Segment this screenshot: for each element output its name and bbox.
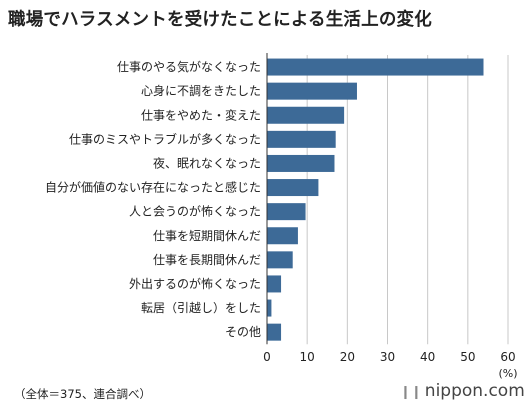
- source-note: （全体＝375、連合調べ）: [14, 387, 151, 401]
- category-label: 自分が価値のない存在になったと感じた: [45, 180, 261, 195]
- x-tick-label: 30: [380, 350, 395, 364]
- logo-mark-icon: ❙❙: [400, 385, 422, 400]
- bar: [267, 203, 306, 221]
- category-label: 仕事をやめた・変えた: [141, 107, 261, 122]
- bar: [267, 179, 319, 197]
- x-tick-labels: 0 10 20 30 40 50 60: [263, 350, 515, 364]
- category-label: その他: [225, 325, 261, 339]
- category-labels: 仕事のやる気がなくなった心身に不調をきたした仕事をやめた・変えた仕事のミスやトラ…: [45, 59, 261, 339]
- bars: [267, 58, 484, 341]
- bar: [267, 130, 336, 148]
- chart-title: 職場でハラスメントを受けたことによる生活上の変化: [8, 10, 432, 30]
- bar: [267, 299, 272, 317]
- logo-text: nippon.com: [424, 381, 525, 401]
- category-label: 夜、眠れなくなった: [153, 155, 261, 170]
- category-label: 外出するのが怖くなった: [129, 276, 261, 291]
- category-label: 転居（引越し）をした: [141, 301, 261, 315]
- bar: [267, 323, 282, 341]
- bar-chart: 仕事のやる気がなくなった心身に不調をきたした仕事をやめた・変えた仕事のミスやトラ…: [45, 53, 518, 380]
- x-tick-label: 50: [460, 350, 475, 364]
- category-label: 仕事を長期間休んだ: [153, 253, 261, 267]
- grid-lines: [306, 55, 509, 345]
- unit-label: (%): [498, 367, 517, 380]
- x-tick-label: 0: [263, 350, 271, 364]
- nippon-logo: ❙❙ nippon.com: [400, 381, 525, 401]
- bar: [267, 82, 357, 100]
- category-label: 心身に不調をきたした: [141, 83, 261, 98]
- category-label: 仕事を短期間休んだ: [153, 229, 261, 243]
- category-label: 仕事のやる気がなくなった: [117, 59, 261, 74]
- x-tick-label: 20: [340, 350, 355, 364]
- x-tick-label: 40: [420, 350, 435, 364]
- x-tick-label: 10: [300, 350, 315, 364]
- x-tick-label: 60: [500, 350, 515, 364]
- bar: [267, 251, 293, 269]
- bar: [267, 154, 335, 172]
- bar: [267, 106, 345, 124]
- bar: [267, 275, 282, 293]
- bar: [267, 227, 298, 245]
- bar: [267, 58, 484, 76]
- category-label: 人と会うのが怖くなった: [129, 204, 261, 219]
- category-label: 仕事のミスやトラブルが多くなった: [69, 131, 261, 146]
